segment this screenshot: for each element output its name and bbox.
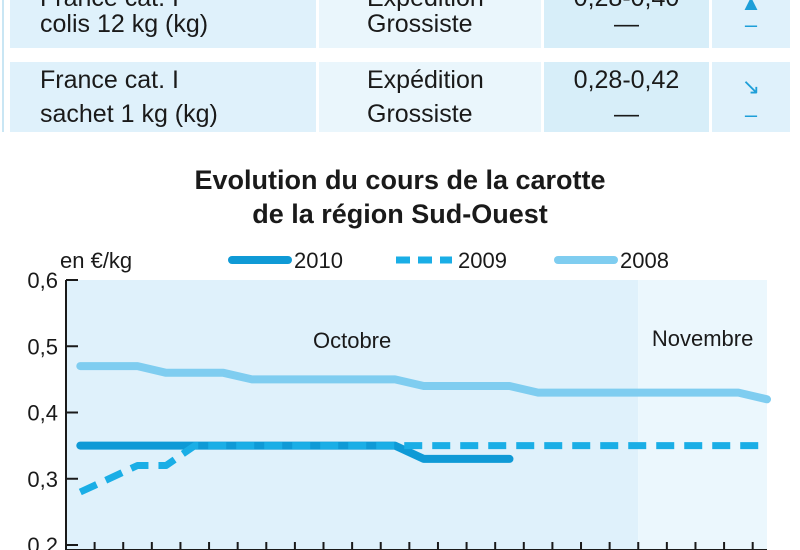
- trend-cell: ↘ –: [709, 62, 790, 132]
- legend-label-2010: 2010: [294, 248, 343, 273]
- price-expedition: 0,28-0,42: [573, 66, 680, 94]
- trend-dash: –: [744, 102, 758, 127]
- trend-dash: –: [744, 12, 758, 37]
- table-row: France cat. I colis 12 kg (kg) Expéditio…: [10, 0, 790, 48]
- table-divider: [2, 0, 4, 132]
- table-row: France cat. I sachet 1 kg (kg) Expéditio…: [10, 62, 790, 132]
- trend-cell: ▲ –: [709, 0, 790, 48]
- chart-legend: 2010 2009 2008: [228, 248, 669, 273]
- chart-panel: Evolution du cours de la carotte de la r…: [10, 155, 790, 550]
- product-packaging: colis 12 kg (kg): [40, 10, 209, 38]
- y-tick-label: 0,2: [27, 533, 58, 550]
- price-cell: 0,28-0,40 —: [541, 0, 709, 48]
- product-cell: France cat. I colis 12 kg (kg): [10, 0, 316, 48]
- stage-cell: Expédition Grossiste: [316, 0, 541, 48]
- product-name: France cat. I: [40, 66, 179, 94]
- y-tick-label: 0,5: [27, 334, 58, 359]
- price-table: France cat. I colis 12 kg (kg) Expéditio…: [0, 0, 800, 150]
- product-cell: France cat. I sachet 1 kg (kg): [10, 62, 316, 132]
- product-packaging: sachet 1 kg (kg): [40, 100, 218, 128]
- series-line-2008: [76, 362, 771, 404]
- stage-wholesale: Grossiste: [367, 10, 473, 38]
- x-axis-ticks: [65, 542, 754, 550]
- y-tick-label: 0,4: [27, 401, 58, 426]
- price-expedition: 0,28-0,40: [544, 0, 709, 15]
- y-axis-label: en €/kg: [60, 248, 132, 273]
- y-tick-label: 0,3: [27, 467, 58, 492]
- price-cell: 0,28-0,42 —: [541, 62, 709, 132]
- legend-label-2008: 2008: [620, 248, 669, 273]
- november-band: [638, 280, 767, 550]
- price-wholesale: —: [614, 100, 639, 128]
- down-right-arrow-icon: ↘: [741, 74, 761, 99]
- chart-title-line1: Evolution du cours de la carotte: [194, 165, 606, 195]
- series-layer: [76, 362, 771, 496]
- y-tick-label: 0,6: [27, 268, 58, 293]
- period-label-november: Novembre: [652, 326, 753, 351]
- chart-title: Evolution du cours de la carotte de la r…: [10, 163, 790, 231]
- price-line-chart: en €/kg 2010 2009 2008 0,6 0,5 0,4 0,3 0,2 Oct…: [27, 248, 771, 550]
- stage-expedition: Expédition: [367, 66, 484, 94]
- product-name: France cat. I: [40, 0, 179, 15]
- chart-title-line2: de la région Sud-Ouest: [252, 199, 548, 229]
- stage-wholesale: Grossiste: [367, 100, 473, 128]
- legend-label-2009: 2009: [458, 248, 507, 273]
- period-label-october: Octobre: [313, 328, 391, 353]
- stage-expedition: Expédition: [367, 0, 484, 15]
- stage-cell: Expédition Grossiste: [316, 62, 541, 132]
- price-wholesale: —: [614, 10, 639, 38]
- y-axis-ticks: 0,6 0,5 0,4 0,3 0,2: [27, 268, 78, 550]
- up-arrow-icon: ▲: [740, 0, 762, 15]
- october-band: [66, 280, 639, 550]
- series-line-2009: [78, 442, 767, 496]
